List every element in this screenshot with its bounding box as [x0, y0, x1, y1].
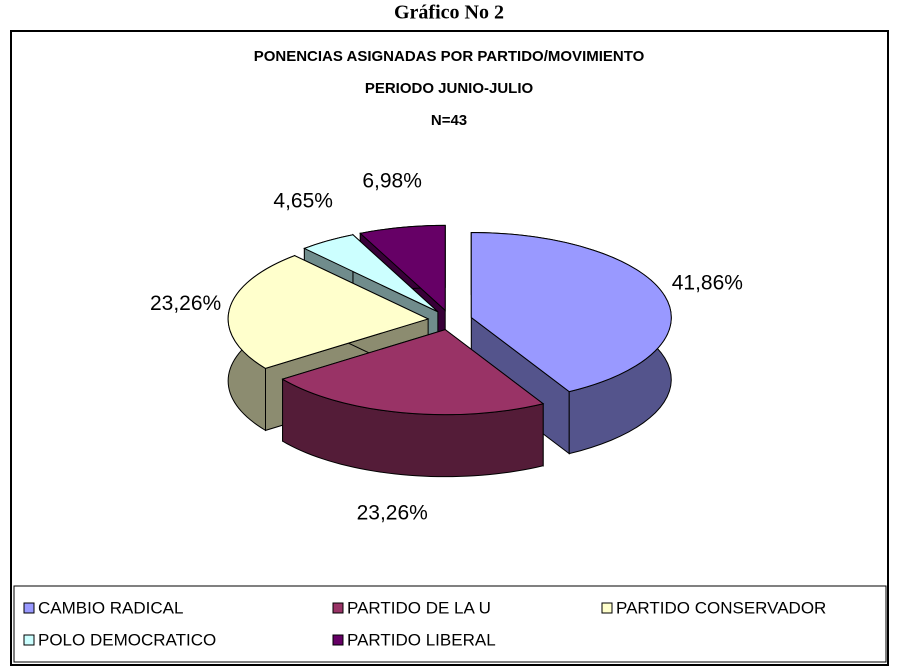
legend-swatch: [23, 602, 35, 614]
chart-title: PERIODO JUNIO-JULIO: [365, 80, 534, 97]
legend-label: POLO DEMOCRATICO: [38, 630, 216, 649]
data-label: 23,26%: [150, 292, 221, 315]
legend-label: PARTIDO CONSERVADOR: [616, 598, 826, 617]
legend-label: CAMBIO RADICAL: [38, 598, 183, 617]
chart-title: PONENCIAS ASIGNADAS POR PARTIDO/MOVIMIEN…: [254, 48, 645, 65]
caption: Gráfico No 2: [394, 2, 504, 24]
data-label: 4,65%: [273, 189, 333, 212]
legend-swatch: [332, 602, 344, 614]
legend-label: PARTIDO DE LA U: [347, 598, 491, 617]
legend-box: [13, 585, 887, 663]
data-label: 6,98%: [362, 169, 422, 192]
pie-slice: [470, 231, 672, 393]
chart-title: N=43: [431, 112, 467, 129]
legend-swatch: [23, 634, 35, 646]
pie-slice: [281, 329, 545, 416]
data-label: 41,86%: [672, 272, 743, 295]
data-label: 23,26%: [357, 502, 428, 525]
pie-slice: [359, 224, 446, 312]
legend-label: PARTIDO LIBERAL: [347, 630, 496, 649]
pie-slice: [227, 255, 430, 369]
pie-slice: [303, 234, 439, 313]
legend-swatch: [601, 602, 613, 614]
legend-swatch: [332, 634, 344, 646]
